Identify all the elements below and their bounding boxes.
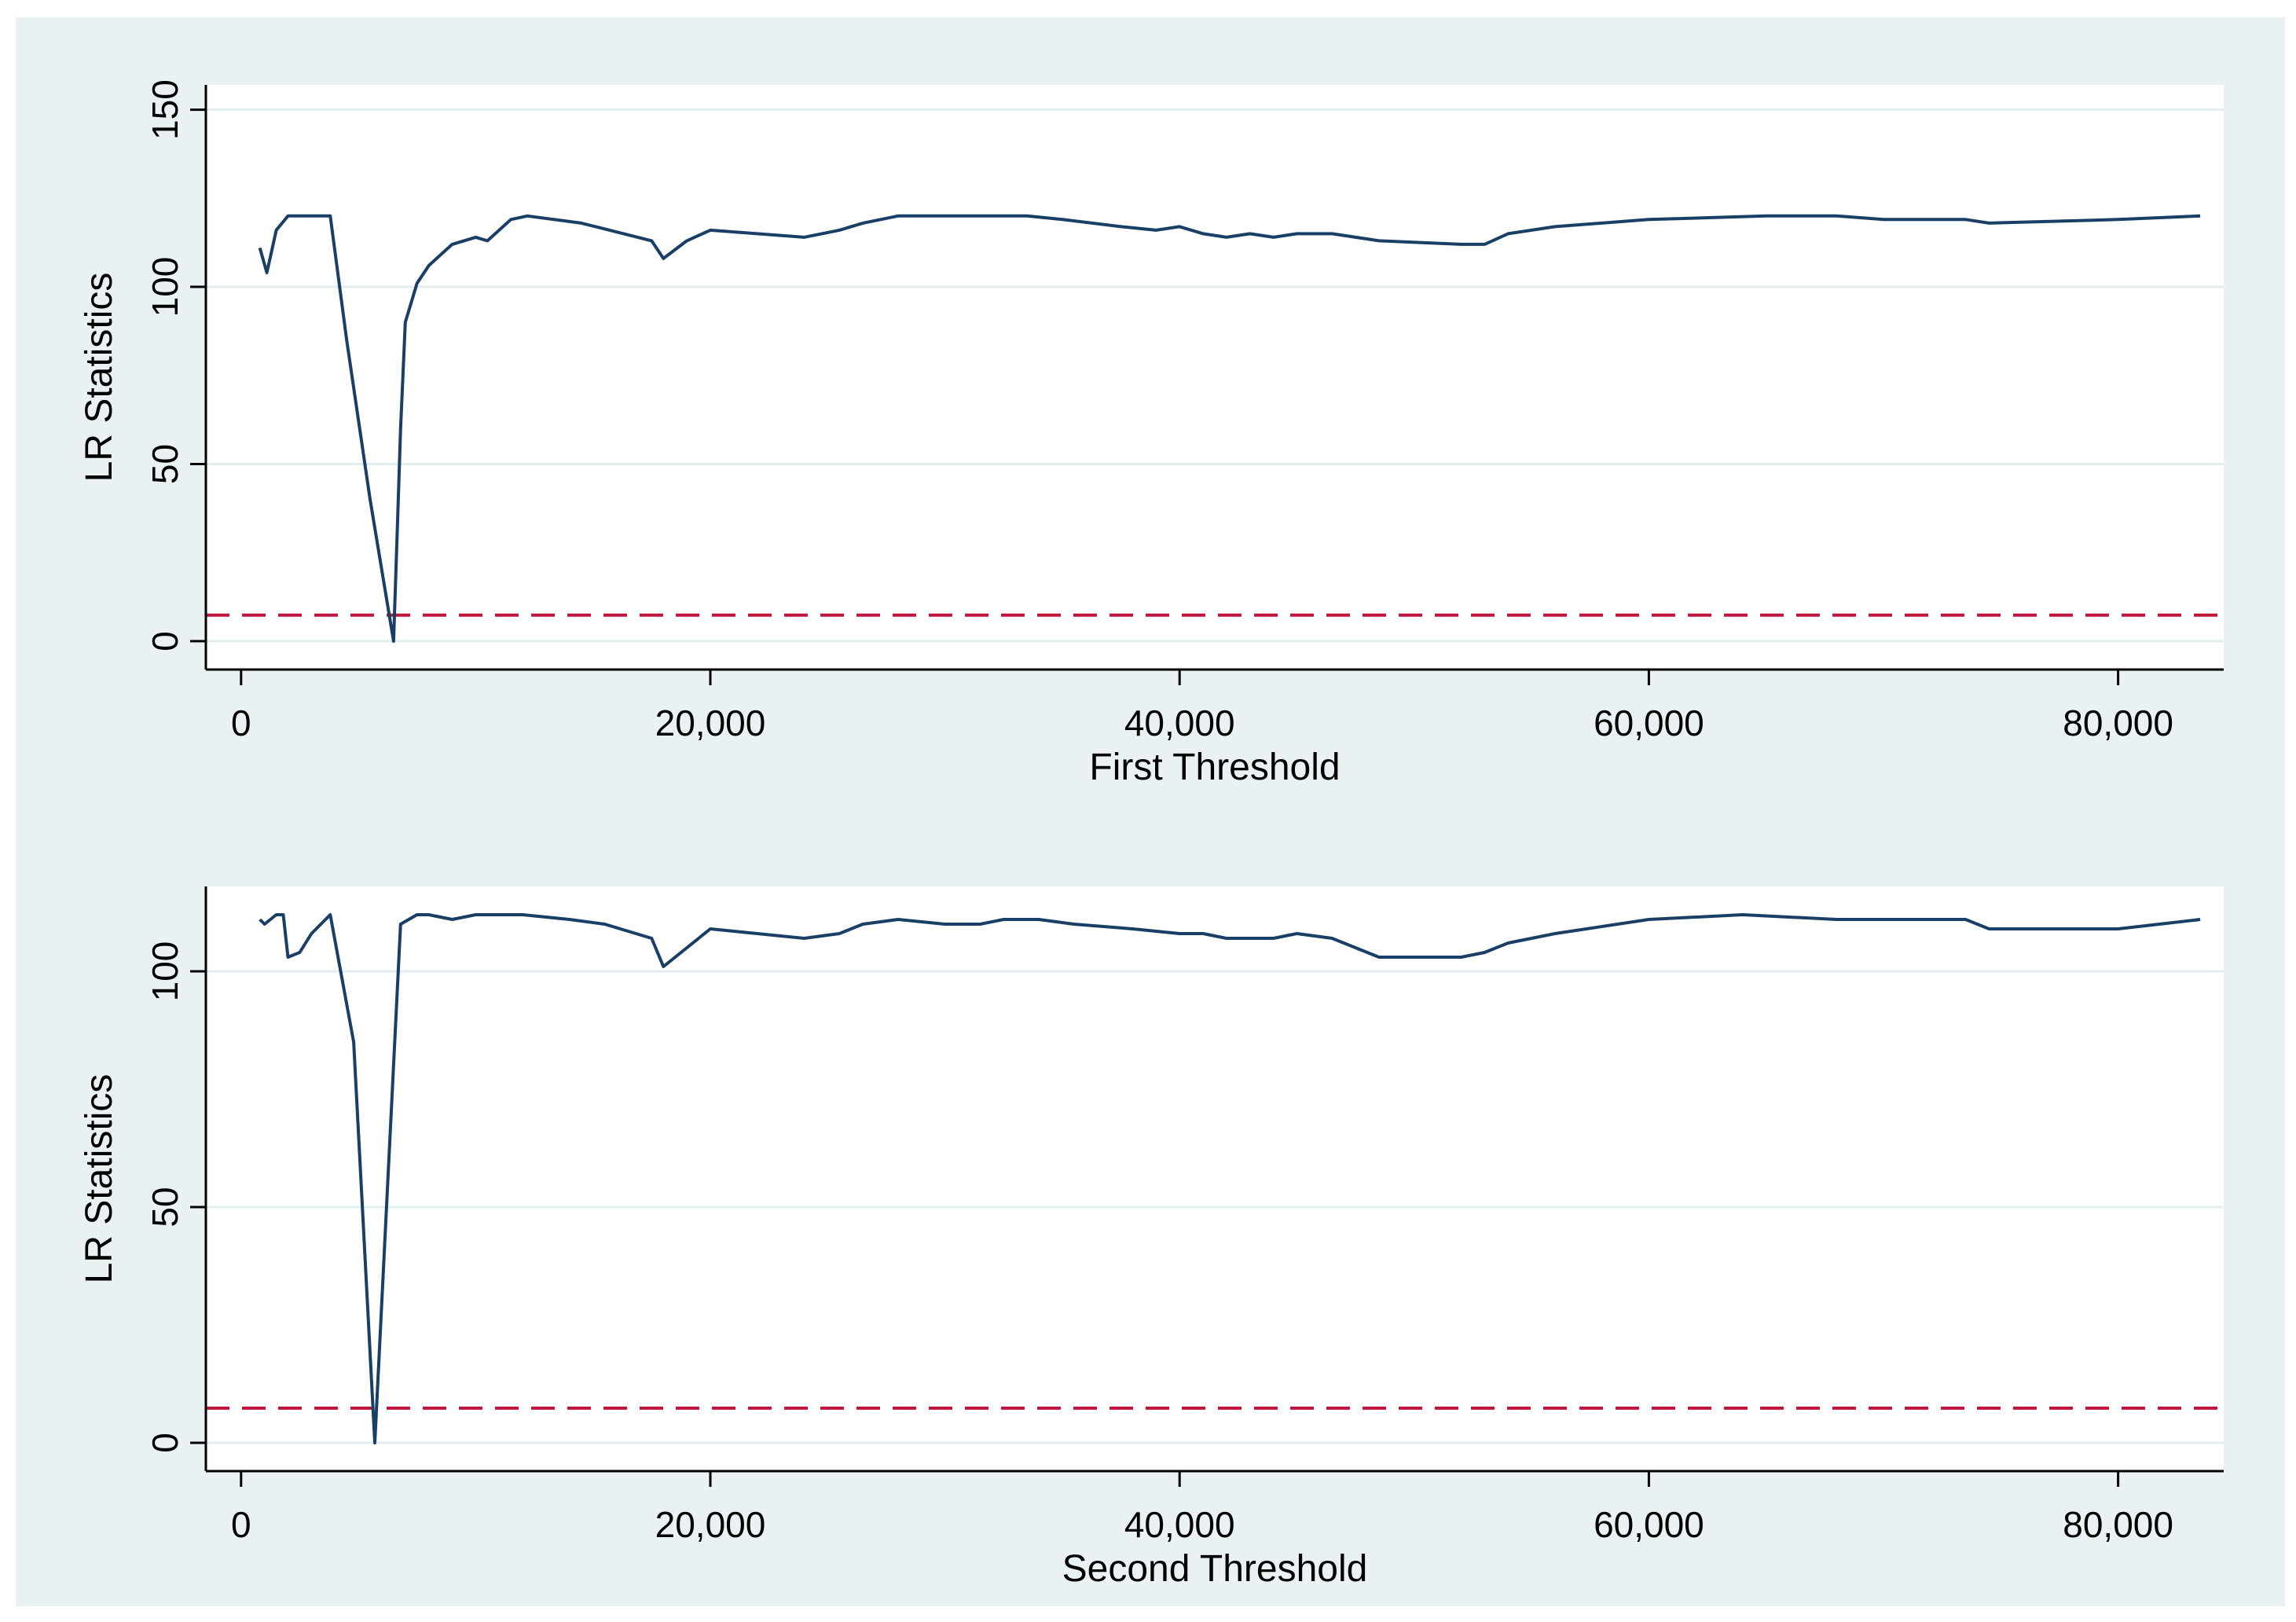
- gridlines: [206, 108, 2224, 643]
- panel-second-threshold: 0 20,000 40,000 60,000 80,000 0 50 100 Second …: [79, 886, 2224, 1590]
- x-tick-label: 40,000: [1124, 1504, 1235, 1545]
- y-tick-label: 150: [145, 79, 185, 140]
- y-tick-label: 0: [145, 631, 185, 651]
- x-tick-label: 20,000: [655, 1504, 766, 1545]
- x-tick-label: 0: [231, 703, 251, 743]
- x-tick-label: 20,000: [655, 703, 766, 743]
- y-axis-title: LR Statistics: [79, 1074, 120, 1284]
- y-tick-label: 50: [145, 444, 185, 484]
- y-tick-label: 100: [145, 257, 185, 317]
- panel-first-threshold: 0 20,000 40,000 60,000 80,000 0 50 100 150 Firs…: [79, 79, 2224, 788]
- axes: [190, 886, 2224, 1487]
- x-tick-label: 0: [231, 1504, 251, 1545]
- y-tick-labels: 0 50 100 150: [145, 79, 185, 651]
- x-axis-title: First Threshold: [1089, 747, 1340, 788]
- lr-statistic-line: [258, 214, 2201, 643]
- y-axis-title: LR Statistics: [79, 273, 120, 483]
- x-tick-label: 60,000: [1594, 1504, 1704, 1545]
- y-tick-label: 0: [145, 1433, 185, 1453]
- x-tick-labels: 0 20,000 40,000 60,000 80,000: [231, 1504, 2173, 1545]
- lr-statistic-line: [259, 913, 2201, 1444]
- plot-area: [206, 886, 2224, 1471]
- x-tick-label: 80,000: [2063, 1504, 2173, 1545]
- plot-area: [206, 85, 2224, 670]
- x-axis-title: Second Threshold: [1062, 1548, 1368, 1590]
- y-tick-labels: 0 50 100: [145, 941, 185, 1453]
- x-tick-labels: 0 20,000 40,000 60,000 80,000: [231, 703, 2173, 743]
- axes: [190, 85, 2224, 685]
- y-tick-label: 50: [145, 1187, 185, 1227]
- x-tick-label: 60,000: [1594, 703, 1704, 743]
- x-tick-label: 40,000: [1124, 703, 1235, 743]
- gridlines: [206, 970, 2224, 1444]
- y-tick-label: 100: [145, 941, 185, 1002]
- x-tick-label: 80,000: [2063, 703, 2173, 743]
